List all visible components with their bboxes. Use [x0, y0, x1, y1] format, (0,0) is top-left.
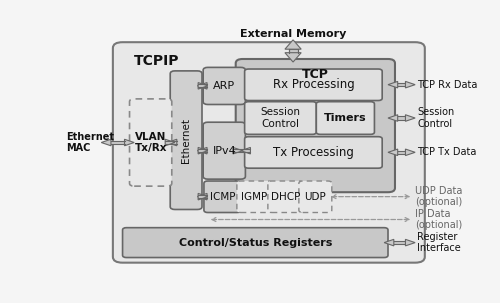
Text: ICMP: ICMP — [210, 192, 235, 202]
FancyBboxPatch shape — [130, 99, 172, 186]
Polygon shape — [198, 193, 207, 200]
FancyBboxPatch shape — [244, 69, 382, 101]
Polygon shape — [406, 82, 415, 88]
Text: Session
Control: Session Control — [417, 107, 455, 129]
Text: Rx Processing: Rx Processing — [272, 78, 354, 91]
Text: VLAN
Tx/Rx: VLAN Tx/Rx — [134, 132, 167, 153]
FancyBboxPatch shape — [316, 102, 374, 134]
Polygon shape — [406, 149, 415, 155]
Text: Tx Processing: Tx Processing — [273, 146, 354, 159]
Polygon shape — [165, 139, 175, 146]
Text: Ethernet
MAC: Ethernet MAC — [66, 132, 114, 153]
FancyBboxPatch shape — [244, 137, 382, 168]
Polygon shape — [406, 115, 415, 121]
Bar — [198, 149, 207, 152]
Polygon shape — [167, 139, 177, 146]
Polygon shape — [285, 53, 301, 62]
Bar — [398, 83, 406, 86]
Text: UDP: UDP — [304, 192, 326, 202]
Polygon shape — [388, 149, 398, 155]
Text: Timers: Timers — [324, 113, 366, 123]
Polygon shape — [406, 239, 415, 246]
Polygon shape — [233, 148, 242, 154]
Bar — [198, 195, 207, 198]
Polygon shape — [388, 82, 398, 88]
Text: TCPIP: TCPIP — [134, 54, 180, 68]
Text: IPv4: IPv4 — [212, 146, 236, 156]
Bar — [111, 141, 124, 144]
Text: Session
Control: Session Control — [260, 107, 300, 129]
FancyBboxPatch shape — [299, 181, 332, 212]
FancyBboxPatch shape — [268, 181, 303, 212]
Text: UDP Data
(optional): UDP Data (optional) — [415, 186, 463, 208]
FancyBboxPatch shape — [237, 181, 272, 212]
Text: IGMP: IGMP — [241, 192, 268, 202]
Bar — [398, 116, 406, 120]
FancyBboxPatch shape — [113, 42, 425, 263]
Polygon shape — [198, 82, 207, 89]
Polygon shape — [285, 40, 301, 49]
FancyBboxPatch shape — [203, 122, 246, 179]
Text: DHCP: DHCP — [270, 192, 300, 202]
Text: Register
Interface: Register Interface — [417, 232, 461, 253]
Bar — [288, 49, 298, 53]
Bar — [198, 84, 207, 88]
Bar — [394, 241, 406, 244]
FancyBboxPatch shape — [170, 71, 202, 209]
FancyBboxPatch shape — [244, 102, 316, 134]
FancyBboxPatch shape — [204, 181, 241, 212]
Polygon shape — [124, 139, 134, 146]
Bar — [398, 151, 406, 154]
Bar — [165, 141, 177, 144]
Polygon shape — [241, 148, 250, 154]
Text: Control/Status Registers: Control/Status Registers — [178, 238, 332, 248]
Text: ARP: ARP — [213, 81, 236, 91]
Polygon shape — [384, 239, 394, 246]
Text: TCP Tx Data: TCP Tx Data — [417, 147, 476, 157]
Polygon shape — [198, 193, 208, 200]
Text: IP Data
(optional): IP Data (optional) — [415, 209, 463, 230]
Text: External Memory: External Memory — [240, 29, 346, 39]
Polygon shape — [198, 148, 208, 154]
Polygon shape — [388, 115, 398, 121]
Text: Ethernet: Ethernet — [181, 118, 191, 163]
FancyBboxPatch shape — [236, 59, 395, 192]
FancyBboxPatch shape — [203, 67, 246, 105]
Text: TCP Rx Data: TCP Rx Data — [417, 80, 478, 90]
Text: TCP: TCP — [302, 68, 329, 81]
Bar — [233, 149, 250, 152]
Polygon shape — [198, 82, 208, 89]
Polygon shape — [198, 148, 207, 154]
FancyBboxPatch shape — [122, 228, 388, 258]
Polygon shape — [101, 139, 111, 146]
